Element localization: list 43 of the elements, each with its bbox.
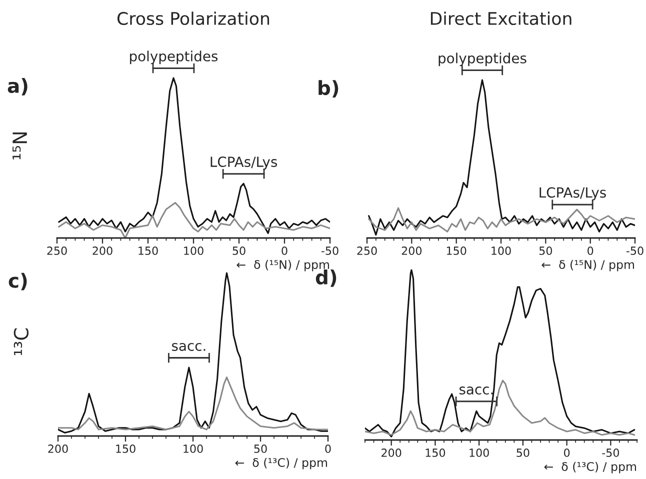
x-axis-title: ← δ (¹³C) / ppm [544, 462, 636, 474]
annotation: b) [318, 80, 338, 98]
text: a) [8, 78, 28, 96]
x-tick-label: 100 [470, 448, 489, 457]
x-tick-label: -50 [321, 246, 338, 255]
x-tick-label: 100 [184, 444, 203, 453]
x-tick-label: -50 [602, 448, 620, 457]
x-tick-label: 250 [47, 246, 67, 255]
x-tick-label: 200 [48, 444, 68, 453]
x-axis-title: ← δ (¹³C) / ppm [235, 458, 327, 470]
x-tick-label: 0 [588, 246, 594, 255]
chart-title: Cross Polarization [117, 12, 270, 26]
x-tick-label: 200 [402, 246, 422, 255]
x-tick-label: 150 [116, 444, 136, 453]
chart-title: Direct Excitation [430, 12, 572, 26]
annotation: LCPAs/Lys [540, 187, 606, 200]
x-tick-label: 200 [382, 448, 402, 457]
annotation: LCPAs/Lys [210, 156, 278, 170]
x-tick-label: 0 [325, 444, 331, 453]
x-tick-label: 50 [539, 246, 552, 255]
annotation: sacc. [459, 386, 493, 395]
annotation: polypeptides [130, 50, 218, 64]
x-axis-title: ← δ (¹⁵N) / ppm [542, 260, 634, 272]
x-tick-label: 250 [357, 246, 377, 255]
y-axis-title: ¹³C [14, 328, 29, 356]
x-tick-label: 100 [184, 246, 204, 255]
x-tick-label: 100 [492, 246, 511, 255]
x-axis-title: ← δ (¹⁵N) / ppm [236, 260, 329, 272]
x-tick-label: 0 [564, 448, 570, 457]
x-tick-label: 150 [446, 246, 466, 255]
x-tick-label: 0 [282, 246, 288, 255]
x-tick-label: 150 [426, 448, 446, 457]
x-tick-label: 50 [232, 246, 246, 255]
annotation: polypeptides [438, 52, 526, 66]
y-axis-title: ¹⁵N [12, 132, 27, 160]
annotation: d) [316, 270, 336, 287]
x-tick-label: 150 [138, 246, 158, 255]
x-tick-label: -50 [626, 246, 644, 255]
x-tick-label: 200 [92, 246, 112, 255]
text: c) [8, 272, 27, 290]
annotation: sacc. [172, 342, 206, 351]
x-tick-label: 50 [254, 444, 267, 453]
x-tick-label: 50 [516, 448, 530, 457]
